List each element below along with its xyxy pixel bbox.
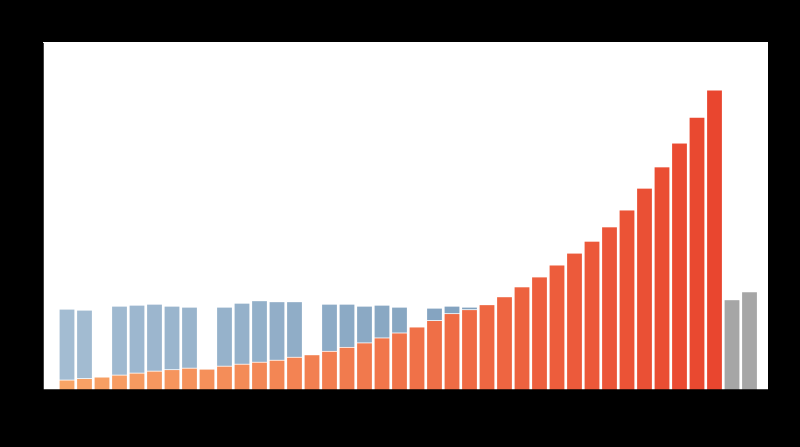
bar xyxy=(478,304,496,391)
bar xyxy=(548,264,566,391)
bar xyxy=(426,320,443,391)
bar xyxy=(163,369,181,391)
bar xyxy=(58,379,76,391)
bar xyxy=(146,370,163,391)
bar xyxy=(461,309,478,391)
bar xyxy=(723,299,741,391)
bar xyxy=(531,276,548,391)
bar xyxy=(741,291,758,391)
bar xyxy=(653,166,671,391)
bar xyxy=(181,367,198,391)
bar xyxy=(76,378,93,391)
bar xyxy=(688,116,706,391)
bar xyxy=(513,286,531,391)
bar xyxy=(111,374,128,391)
bar xyxy=(233,363,251,391)
bar xyxy=(636,187,653,391)
bar xyxy=(303,354,321,391)
bar xyxy=(443,313,461,391)
bar xyxy=(251,361,268,391)
bar xyxy=(76,309,93,391)
bar xyxy=(496,296,513,391)
bar xyxy=(216,365,233,391)
bar xyxy=(373,337,391,391)
bar xyxy=(391,332,408,391)
bar xyxy=(321,350,338,391)
bar xyxy=(268,359,286,391)
bar xyxy=(198,368,216,391)
bar xyxy=(93,376,111,391)
bar xyxy=(58,308,76,391)
bar xyxy=(566,252,583,391)
bar xyxy=(671,142,688,391)
bar xyxy=(706,89,723,391)
bar xyxy=(338,346,356,391)
bar xyxy=(583,240,601,391)
bar xyxy=(286,356,303,391)
bar xyxy=(356,342,373,391)
bar xyxy=(618,209,636,391)
bar xyxy=(408,326,426,391)
bar xyxy=(601,226,618,391)
bar xyxy=(128,372,146,391)
